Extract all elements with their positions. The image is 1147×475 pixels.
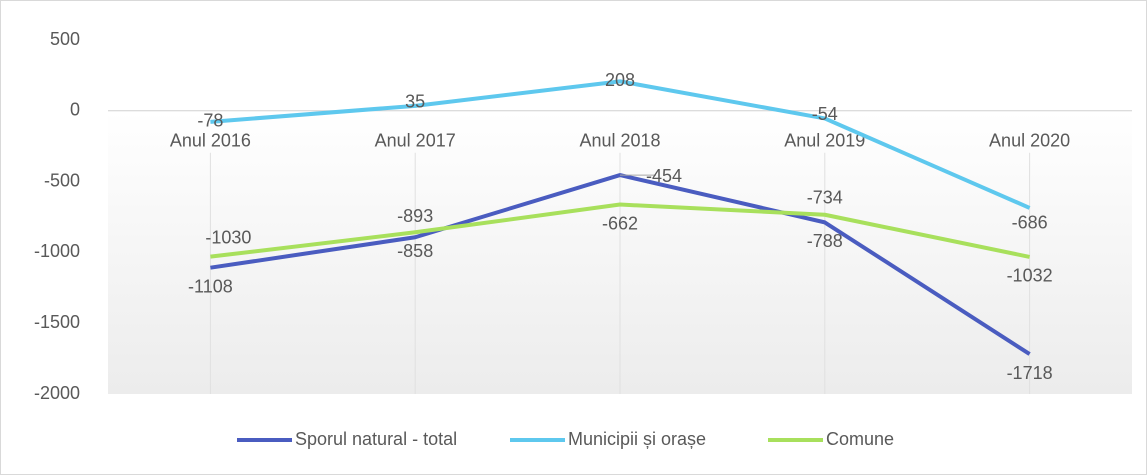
- x-tick-label: Anul 2016: [170, 131, 251, 151]
- x-tick-label: Anul 2019: [784, 131, 865, 151]
- y-tick-label: -2000: [34, 383, 80, 403]
- data-label: -1108: [188, 276, 233, 296]
- y-tick-label: -500: [44, 170, 80, 190]
- data-label: -1032: [1007, 266, 1053, 286]
- data-label: -1030: [205, 227, 251, 247]
- y-tick-label: -1000: [34, 241, 80, 261]
- x-tick-label: Anul 2017: [375, 131, 456, 151]
- y-tick-label: 0: [70, 100, 80, 120]
- y-tick-label: 500: [50, 29, 80, 49]
- data-label: 208: [605, 70, 635, 90]
- data-label: -893: [397, 206, 433, 226]
- data-label: 35: [405, 92, 425, 112]
- data-label: -454: [646, 166, 682, 186]
- data-label: -662: [602, 213, 638, 233]
- data-label: -686: [1012, 213, 1048, 233]
- legend-label: Comune: [826, 429, 894, 449]
- series-line: [210, 202, 1031, 259]
- legend-label: Municipii și orașe: [568, 429, 706, 449]
- data-label: -54: [812, 104, 838, 124]
- legend-label: Sporul natural - total: [295, 429, 457, 449]
- data-label: -788: [807, 231, 843, 251]
- data-label: -78: [197, 111, 223, 131]
- data-label: -734: [807, 187, 843, 207]
- y-tick-label: -1500: [34, 312, 80, 332]
- data-label: -1718: [1007, 363, 1053, 383]
- data-label: -858: [397, 241, 433, 261]
- x-tick-label: Anul 2020: [989, 131, 1070, 151]
- x-tick-label: Anul 2018: [579, 131, 660, 151]
- series-line: [210, 79, 1031, 210]
